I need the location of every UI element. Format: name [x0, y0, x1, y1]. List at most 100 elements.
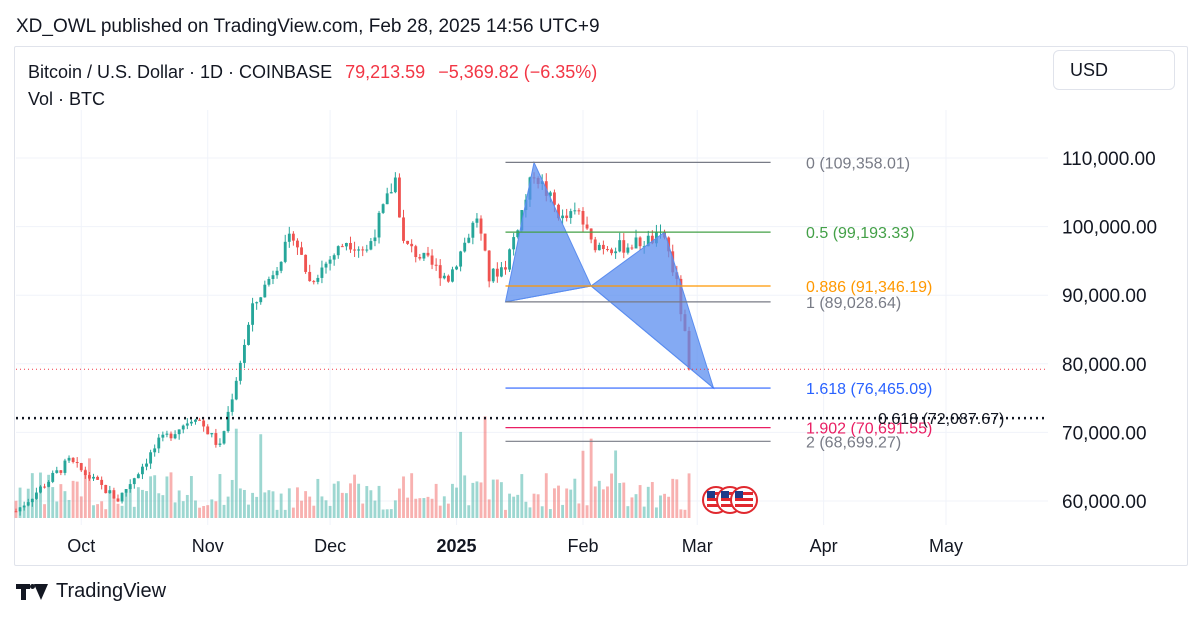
candle-body — [389, 192, 393, 194]
candle-body — [601, 244, 605, 250]
volume-bar — [344, 493, 348, 518]
volume-bar — [654, 507, 658, 518]
volume-bar — [336, 481, 340, 518]
volume-bar — [532, 493, 536, 518]
candle-body — [463, 242, 467, 252]
candle-body — [75, 462, 79, 464]
volume-bar — [275, 509, 279, 518]
y-tick-label: 100,000.00 — [1062, 218, 1157, 239]
volume-bar — [149, 476, 153, 518]
candle-body — [161, 434, 165, 438]
volume-bar — [446, 503, 450, 518]
candle-body — [271, 275, 275, 279]
volume-bar — [218, 474, 222, 518]
candle-body — [304, 254, 308, 272]
candle-body — [426, 252, 430, 256]
candle-body — [349, 242, 352, 250]
volume-legend[interactable]: Vol · BTC — [28, 89, 106, 109]
volume-bar — [463, 475, 467, 518]
volume-bar — [557, 485, 560, 518]
candle-body — [487, 250, 491, 282]
candle-body — [149, 452, 153, 464]
candle-body — [287, 233, 291, 242]
symbol-legend: Bitcoin / U.S. Dollar · 1D · COINBASE 79… — [28, 62, 597, 83]
candle-body — [308, 271, 312, 282]
candle-body — [508, 249, 511, 270]
candle-body — [316, 277, 320, 282]
volume-bar — [659, 495, 662, 518]
volume-bar — [434, 483, 438, 518]
tradingview-logo[interactable]: TradingView — [16, 580, 166, 603]
candle-body — [516, 230, 520, 238]
candle-body — [242, 344, 246, 363]
volume-bar — [606, 486, 609, 518]
candle-body — [499, 267, 503, 277]
volume-bar — [614, 450, 618, 518]
candle-body — [438, 265, 442, 279]
candle-body — [312, 281, 316, 283]
candle-body — [357, 249, 361, 251]
volume-bar — [173, 502, 177, 518]
volume-bar — [242, 489, 246, 518]
volume-bar — [255, 496, 259, 518]
volume-bar — [59, 484, 63, 518]
volume-bar — [483, 416, 487, 518]
candle-body — [22, 505, 26, 508]
volume-bar — [495, 479, 499, 518]
volume-bar — [508, 493, 511, 518]
volume-bar — [536, 494, 540, 518]
volume-bar — [357, 483, 361, 518]
y-tick-label: 60,000.00 — [1062, 492, 1147, 513]
volume-bar — [210, 499, 214, 518]
candle-body — [418, 257, 422, 259]
symbol-title[interactable]: Bitcoin / U.S. Dollar · 1D · COINBASE — [28, 62, 333, 82]
volume-bar — [177, 490, 181, 518]
volume-bar — [393, 500, 397, 518]
volume-bar — [451, 483, 454, 518]
volume-bar — [601, 489, 605, 518]
volume-bar — [259, 434, 263, 518]
volume-bar — [39, 472, 42, 518]
candle-body — [296, 240, 299, 248]
candle-body — [451, 269, 454, 282]
candle-body — [300, 247, 303, 255]
volume-bar — [291, 507, 295, 518]
candle-body — [593, 239, 597, 251]
candle-body — [606, 249, 609, 251]
candle-body — [353, 249, 356, 251]
currency-button[interactable]: USD — [1053, 50, 1175, 90]
volume-bar — [569, 489, 573, 518]
candle-body — [381, 204, 385, 213]
candle-body — [67, 457, 71, 461]
volume-bar — [206, 505, 210, 518]
volume-bar — [18, 487, 22, 518]
flag-stripe — [721, 504, 739, 507]
candle-body — [340, 246, 344, 248]
candle-body — [422, 252, 426, 259]
candle-body — [18, 507, 22, 512]
volume-bar — [55, 501, 59, 518]
volume-bar — [459, 431, 463, 518]
volume-bar — [300, 500, 303, 518]
volume-bar — [406, 497, 410, 518]
candle-body — [59, 470, 63, 473]
candle-body — [71, 457, 75, 463]
volume-bar — [638, 485, 642, 518]
volume-bar — [650, 482, 654, 518]
candle-body — [185, 423, 189, 426]
candle-body — [455, 266, 458, 270]
candle-body — [202, 420, 206, 427]
volume-bar — [145, 491, 148, 518]
volume-bar — [328, 505, 332, 518]
candle-body — [198, 419, 201, 421]
volume-bar — [544, 473, 548, 518]
candle-body — [446, 275, 450, 282]
volume-bar — [414, 498, 418, 518]
volume-bar — [385, 509, 389, 518]
volume-bar — [324, 500, 328, 518]
candle-body — [55, 470, 59, 473]
flag-canton — [735, 491, 743, 498]
last-price: 79,213.59 — [345, 62, 426, 82]
x-tick-label: Dec — [314, 536, 346, 556]
